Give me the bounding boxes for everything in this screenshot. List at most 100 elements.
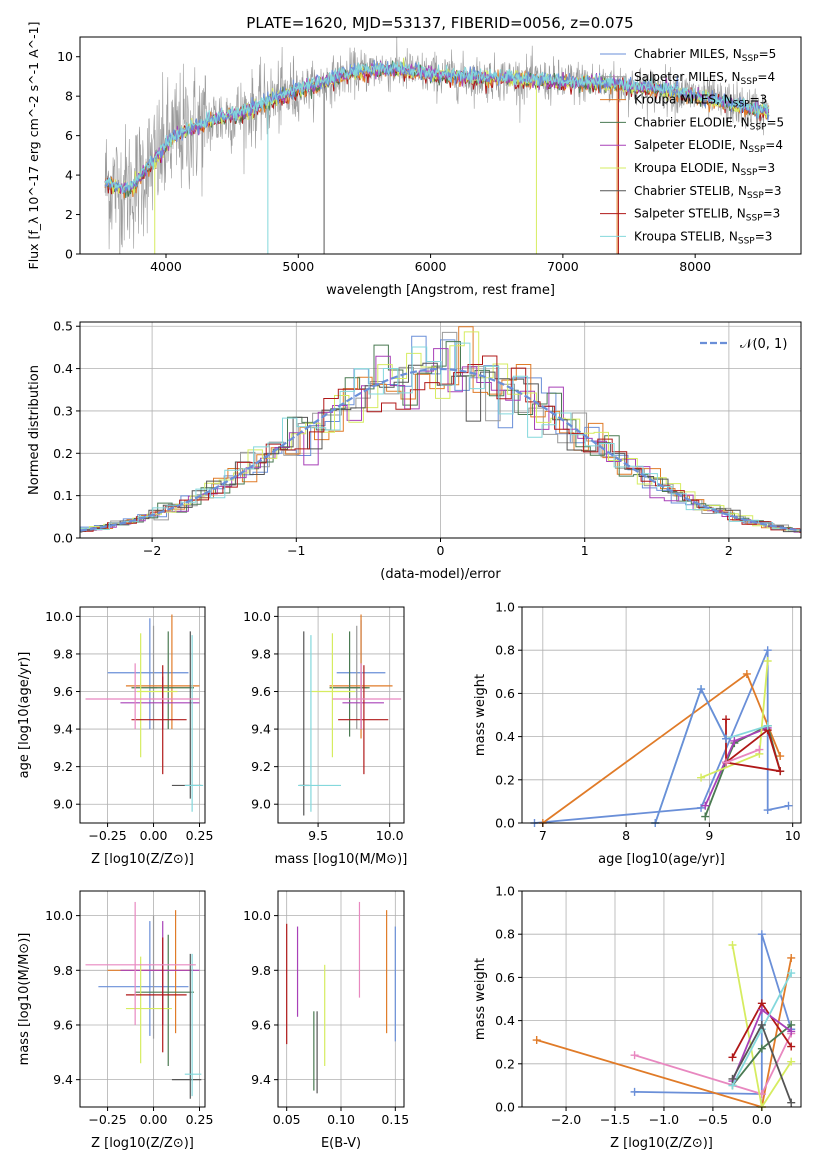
x-tick-label: 4000 [150, 259, 182, 274]
mass-weight-marker [701, 812, 710, 821]
mass-weight-marker [728, 941, 737, 949]
y-axis-label: mass weight [473, 674, 488, 756]
y-axis-label: mass weight [473, 958, 488, 1040]
legend-subscript: SSP [746, 214, 763, 224]
y-tick-label: 9.4 [53, 722, 73, 737]
mass-weight-marker [757, 1005, 766, 1014]
mass-weight-marker [763, 721, 772, 730]
legend-tail: =5 [759, 47, 777, 61]
y-tick-label: 0.0 [53, 531, 73, 546]
y-tick-label: 9.0 [251, 797, 271, 812]
legend-entry: Salpeter MILES, NSSP=4 [634, 70, 775, 87]
x-tick-label: 6000 [415, 259, 447, 274]
legend-entry: Salpeter ELODIE, NSSP=4 [634, 138, 783, 155]
mass-weight-marker [763, 657, 772, 665]
model-spectrum-line [104, 59, 770, 194]
figure-title: PLATE=1620, MJD=53137, FIBERID=0056, z=0… [246, 14, 633, 32]
mass-weight-marker [787, 953, 796, 962]
x-tick-label: −1 [287, 543, 305, 558]
y-tick-label: 0.1 [53, 488, 73, 503]
plot-frame [277, 606, 405, 824]
legend-label: Salpeter MILES, N [634, 70, 741, 84]
mass-vs-extinction-panel: 0.05 0.10 0.15 9.4 9.6 9.8 10.0 E(B-V) [243, 890, 409, 1151]
y-tick-label: 0.8 [495, 643, 515, 658]
mass-weight-marker [787, 1042, 796, 1051]
mass-weight-marker [787, 1098, 796, 1107]
mass-weight-marker [697, 803, 706, 812]
x-tick-label: 0.25 [186, 828, 214, 843]
mass-weight-marker [722, 715, 731, 724]
x-axis-label: wavelength [Angstrom, rest frame] [326, 283, 555, 298]
weight-vs-age-panel: 7 8 9 10 0.0 0.2 0.4 0.6 0.8 1.0 age [log10(age/yr… [473, 600, 802, 867]
legend-tail: =4 [765, 138, 783, 152]
mass-weight-marker [722, 734, 731, 743]
legend-subscript: SSP [742, 54, 759, 64]
legend-entry: Chabrier MILES, NSSP=5 [634, 47, 776, 64]
x-tick-label: 7 [539, 828, 547, 843]
x-tick-label: 0 [437, 543, 445, 558]
y-tick-label: 0.2 [53, 446, 73, 461]
age-vs-metallicity-panel: −0.25 0.00 0.25 9.0 9.2 9.4 9.6 9.8 10.0 Z [log10… [17, 606, 214, 867]
x-tick-label: 9.5 [308, 828, 328, 843]
y-tick-label: 9.4 [251, 1072, 271, 1087]
y-tick-label: 0.4 [53, 361, 73, 376]
legend-entry: Chabrier STELIB, NSSP=3 [634, 184, 782, 201]
y-tick-label: 9.6 [53, 684, 73, 699]
legend-tail: =3 [763, 207, 781, 221]
legend-entry: Chabrier ELODIE, NSSP=5 [634, 115, 784, 132]
y-tick-label: 0.5 [53, 319, 73, 334]
y-tick-label: 9.0 [53, 797, 73, 812]
y-tick-label: 9.8 [53, 646, 73, 661]
plot-frame [79, 606, 206, 824]
y-tick-label: 0.6 [495, 686, 515, 701]
x-tick-label: 10.0 [376, 828, 404, 843]
y-tick-label: 8 [65, 89, 73, 104]
weight-vs-metallicity-panel: −2.0 −1.5 −1.0 −0.5 0.0 0.0 0.2 0.4 0.6 0.8 1.0 Z [… [473, 884, 802, 1151]
errorbar-plot-area [286, 901, 396, 1094]
legend-tail: =4 [757, 70, 775, 84]
y-tick-label: 9.8 [251, 646, 271, 661]
mass-weight-marker [701, 801, 710, 810]
legend-subscript: SSP [747, 191, 764, 201]
y-tick-label: 1.0 [495, 884, 515, 899]
weight-plot-area [530, 646, 793, 827]
plot-frame [521, 606, 802, 824]
normal-distribution-curve [80, 367, 801, 532]
x-tick-label: 8 [622, 828, 630, 843]
y-tick-label: 0.8 [495, 927, 515, 942]
legend-entry: Kroupa MILES, NSSP=3 [634, 93, 767, 110]
legend-tail: =3 [750, 93, 768, 107]
y-axis-label: Normed distribution [27, 365, 42, 495]
y-tick-label: 10.0 [45, 908, 73, 923]
mass-weight-marker [630, 1087, 639, 1096]
y-tick-label: 10.0 [243, 609, 271, 624]
legend-label: Kroupa ELODIE, N [634, 161, 741, 175]
legend-subscript: SSP [750, 122, 767, 132]
x-axis-label: age [log10(age/yr)] [598, 852, 725, 867]
mass-weight-series [725, 748, 760, 764]
legend-label: Kroupa STELIB, N [634, 229, 738, 243]
mass-weight-marker [728, 1053, 737, 1062]
residual-histogram-series [80, 355, 801, 533]
mass-weight-marker [722, 758, 731, 767]
y-axis-label: mass [log10(M/M⊙)] [17, 933, 32, 1066]
mass-weight-marker [784, 801, 793, 810]
y-tick-label: 0.2 [495, 772, 515, 787]
y-tick-label: 10 [57, 49, 73, 64]
errorbar-plot-area [85, 901, 202, 1099]
x-tick-label: 5000 [282, 259, 314, 274]
legend-tail: =5 [766, 115, 784, 129]
x-tick-label: 10 [785, 828, 801, 843]
x-tick-label: 7000 [547, 259, 579, 274]
mass-vs-metallicity-panel: −0.25 0.00 0.25 9.4 9.6 9.8 10.0 Z [log10(Z/Z⊙)… [17, 890, 213, 1151]
mass-weight-marker [757, 1044, 766, 1053]
y-tick-label: 0.4 [495, 729, 515, 744]
x-tick-label: 0.10 [327, 1112, 355, 1127]
x-tick-label: 9 [705, 828, 713, 843]
residual-histogram-series [80, 341, 801, 532]
mass-weight-marker [787, 969, 796, 978]
y-tick-label: 10.0 [243, 908, 271, 923]
residual-histogram-panel: −2 −1 0 1 2 0.0 0.1 0.2 0.3 0.4 0.5 (data-model)/er… [27, 319, 802, 582]
legend-label: Chabrier STELIB, N [634, 184, 747, 198]
